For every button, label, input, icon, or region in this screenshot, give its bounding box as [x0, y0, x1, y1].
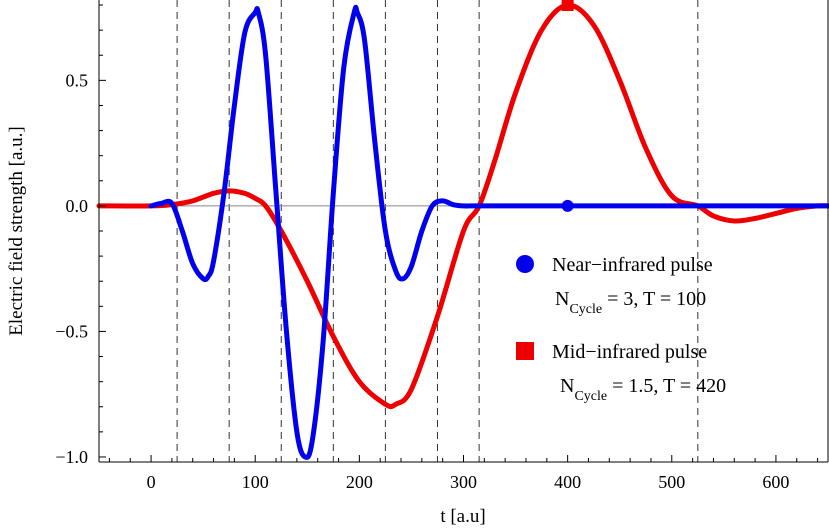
y-tick-label: −1.0 — [55, 447, 88, 467]
series-markers — [561, 0, 574, 212]
x-axis-title: t [a.u] — [440, 506, 485, 527]
legend: Near−infrared pulse NCycle = 3, T = 100 … — [516, 254, 726, 404]
legend-entry-mid-infrared: Mid−infrared pulse NCycle = 1.5, T = 420 — [516, 341, 726, 404]
y-tick-label: 0.0 — [66, 196, 89, 216]
marker-near-infrared — [561, 199, 574, 212]
series-line-near-infrared — [148, 4, 829, 460]
x-tick-label: 500 — [658, 472, 685, 492]
y-ticks: −1.0 −0.5 0.0 0.5 — [55, 4, 106, 467]
y-tick-label: 0.5 — [66, 70, 89, 90]
series-line-mid-infrared — [96, 2, 829, 410]
legend-params-mid-infrared: NCycle = 1.5, T = 420 — [560, 375, 726, 404]
x-ticks: 0 100 200 300 400 500 600 — [108, 455, 819, 492]
legend-marker-mid-infrared — [516, 342, 534, 360]
x-tick-label: 400 — [554, 472, 581, 492]
legend-label-mid-infrared: Mid−infrared pulse — [552, 341, 707, 363]
legend-label-near-infrared: Near−infrared pulse — [552, 254, 713, 276]
x-tick-label: 600 — [762, 472, 789, 492]
y-tick-label: −0.5 — [55, 321, 88, 341]
x-tick-label: 0 — [147, 472, 156, 492]
x-tick-label: 200 — [346, 472, 373, 492]
y-axis-title: Electric field strength [a.u.] — [6, 126, 27, 335]
legend-entry-near-infrared: Near−infrared pulse NCycle = 3, T = 100 — [516, 254, 713, 317]
series-lines — [96, 2, 829, 460]
legend-marker-near-infrared — [516, 255, 534, 273]
x-tick-label: 300 — [450, 472, 477, 492]
legend-params-near-infrared: NCycle = 3, T = 100 — [555, 288, 706, 317]
x-tick-label: 100 — [242, 472, 269, 492]
marker-mid-infrared — [561, 0, 574, 12]
